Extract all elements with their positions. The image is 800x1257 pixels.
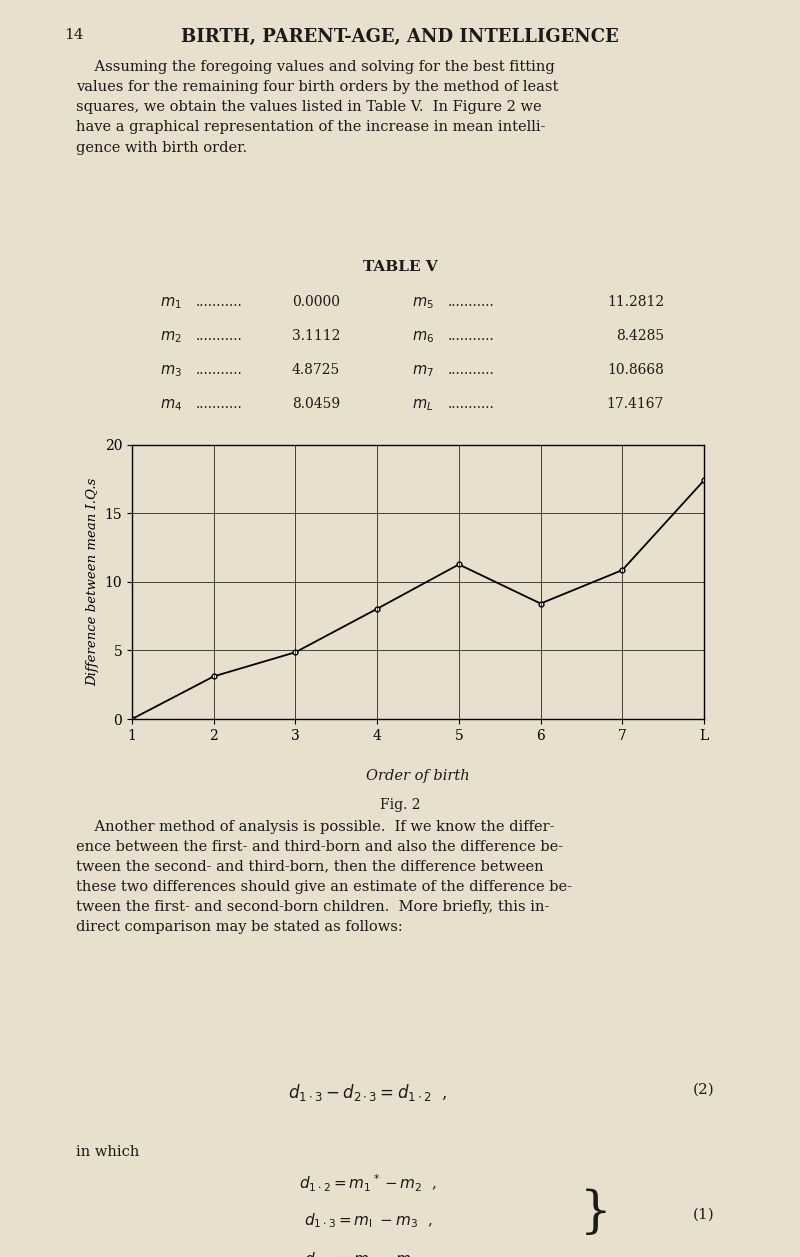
Text: ...........: ........... bbox=[196, 295, 242, 309]
Text: $d_{2\cdot3}=m_{\rm I}\;-m_3$  .: $d_{2\cdot3}=m_{\rm I}\;-m_3$ . bbox=[304, 1251, 432, 1257]
Text: ...........: ........... bbox=[196, 363, 242, 377]
Text: 10.8668: 10.8668 bbox=[607, 363, 664, 377]
Text: $d_{1\cdot2}=m_1{}^*-m_2$  ,: $d_{1\cdot2}=m_1{}^*-m_2$ , bbox=[299, 1173, 437, 1194]
Text: Fig. 2: Fig. 2 bbox=[380, 798, 420, 812]
Y-axis label: Difference between mean I.Q.s: Difference between mean I.Q.s bbox=[86, 478, 99, 686]
Text: $d_{1\cdot3}=m_{\rm I}\;-m_3$  ,: $d_{1\cdot3}=m_{\rm I}\;-m_3$ , bbox=[304, 1212, 432, 1231]
Text: $m_7$: $m_7$ bbox=[412, 363, 434, 378]
Text: (2): (2) bbox=[693, 1082, 715, 1096]
Text: $m_4$: $m_4$ bbox=[160, 397, 182, 412]
Text: $d_{1\cdot3}-d_{2\cdot3}=d_{1\cdot2}$  ,: $d_{1\cdot3}-d_{2\cdot3}=d_{1\cdot2}$ , bbox=[288, 1082, 448, 1104]
Text: $m_6$: $m_6$ bbox=[412, 329, 434, 344]
Text: Another method of analysis is possible.  If we know the differ-
ence between the: Another method of analysis is possible. … bbox=[76, 820, 572, 934]
Text: ...........: ........... bbox=[196, 397, 242, 411]
Text: $m_3$: $m_3$ bbox=[160, 363, 182, 378]
Text: Order of birth: Order of birth bbox=[366, 769, 470, 783]
Text: }: } bbox=[580, 1189, 612, 1238]
Text: $m_L$: $m_L$ bbox=[412, 397, 434, 412]
Text: 8.4285: 8.4285 bbox=[616, 329, 664, 343]
Text: 14: 14 bbox=[64, 28, 83, 41]
Text: ...........: ........... bbox=[196, 329, 242, 343]
Text: (1): (1) bbox=[693, 1208, 715, 1222]
Text: 11.2812: 11.2812 bbox=[607, 295, 664, 309]
Text: Assuming the foregoing values and solving for the best fitting
values for the re: Assuming the foregoing values and solvin… bbox=[76, 60, 558, 155]
Text: BIRTH, PARENT-AGE, AND INTELLIGENCE: BIRTH, PARENT-AGE, AND INTELLIGENCE bbox=[181, 28, 619, 45]
Text: 8.0459: 8.0459 bbox=[292, 397, 340, 411]
Text: 17.4167: 17.4167 bbox=[606, 397, 664, 411]
Text: ...........: ........... bbox=[448, 295, 494, 309]
Text: $m_1$: $m_1$ bbox=[160, 295, 182, 310]
Text: ...........: ........... bbox=[448, 363, 494, 377]
Text: 4.8725: 4.8725 bbox=[292, 363, 340, 377]
Text: TABLE V: TABLE V bbox=[362, 260, 438, 274]
Text: $m_2$: $m_2$ bbox=[160, 329, 182, 344]
Text: ...........: ........... bbox=[448, 397, 494, 411]
Text: 0.0000: 0.0000 bbox=[292, 295, 340, 309]
Text: 3.1112: 3.1112 bbox=[292, 329, 340, 343]
Text: $m_5$: $m_5$ bbox=[412, 295, 434, 310]
Text: in which: in which bbox=[76, 1145, 139, 1159]
Text: ...........: ........... bbox=[448, 329, 494, 343]
